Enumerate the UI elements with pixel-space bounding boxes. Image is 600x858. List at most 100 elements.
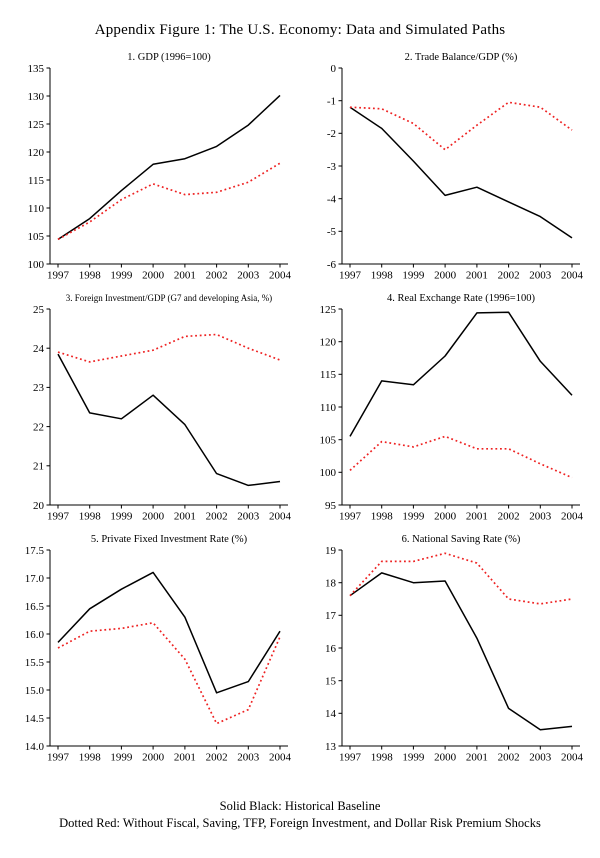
x-tick-label: 1999 (402, 752, 425, 764)
y-tick-label: 125 (320, 304, 337, 316)
x-tick-label: 2002 (206, 270, 228, 282)
x-tick-label: 1999 (402, 270, 425, 282)
y-tick-label: 130 (28, 91, 45, 103)
y-tick-label: -3 (327, 161, 337, 173)
y-tick-label: 100 (28, 259, 45, 271)
figure-title: Appendix Figure 1: The U.S. Economy: Dat… (94, 22, 506, 38)
x-tick-label: 2004 (561, 752, 584, 764)
x-tick-label: 2000 (142, 270, 165, 282)
baseline-line (57, 94, 281, 241)
x-tick-label: 1998 (79, 511, 102, 523)
counterfactual-line (349, 435, 573, 479)
x-tick-label: 1999 (110, 511, 133, 523)
y-tick-label: 15.5 (25, 657, 45, 669)
x-tick-label: 2002 (498, 270, 520, 282)
x-tick-label: 1998 (79, 752, 102, 764)
chart-title: 4. Real Exchange Rate (1996=100) (387, 293, 535, 304)
y-tick-label: 15 (325, 676, 337, 688)
y-tick-label: -6 (327, 259, 337, 271)
x-tick-label: 2000 (434, 270, 457, 282)
x-tick-label: 2003 (237, 270, 260, 282)
x-tick-label: 2000 (142, 511, 165, 523)
y-tick-label: 115 (320, 369, 337, 381)
counterfactual-line (57, 333, 281, 363)
legend-line-baseline: Solid Black: Historical Baseline (219, 799, 381, 813)
x-tick-label: 1999 (402, 511, 425, 523)
y-tick-label: 25 (33, 304, 45, 316)
y-tick-label: 23 (33, 382, 45, 394)
x-tick-label: 2003 (529, 752, 552, 764)
y-tick-label: 125 (28, 119, 45, 131)
x-tick-label: 2001 (466, 511, 488, 523)
y-tick-label: 16.0 (25, 629, 45, 641)
x-tick-label: 1998 (371, 752, 394, 764)
chart-title: 2. Trade Balance/GDP (%) (405, 52, 518, 63)
x-tick-label: 2004 (269, 752, 292, 764)
y-tick-label: 120 (320, 337, 337, 349)
y-tick-label: 18 (325, 578, 337, 590)
x-tick-label: 1997 (47, 270, 70, 282)
baseline-line (349, 106, 573, 239)
y-tick-label: 110 (28, 203, 45, 215)
x-tick-label: 2004 (269, 270, 292, 282)
chart-canvas: 5. Private Fixed Investment Rate (%) 14.0… (25, 534, 292, 764)
y-tick-label: 21 (33, 461, 44, 473)
x-tick-label: 1997 (47, 511, 70, 523)
chart-title: 5. Private Fixed Investment Rate (%) (91, 534, 248, 545)
baseline-line (349, 572, 573, 731)
y-tick-label: 100 (320, 467, 337, 479)
chart-panel-private-fixed-investment: 5. Private Fixed Investment Rate (%) 14.0… (8, 531, 300, 772)
chart-panel-national-saving: 6. National Saving Rate (%) 13 14 15 16 17 18 1… (300, 531, 592, 772)
x-tick-label: 2001 (466, 270, 488, 282)
chart-canvas: 6. National Saving Rate (%) 13 14 15 16 17 18 1… (325, 534, 584, 764)
baseline-line (57, 571, 281, 694)
x-tick-label: 2004 (561, 511, 584, 523)
x-tick-label: 2000 (434, 511, 457, 523)
x-tick-label: 2001 (174, 270, 196, 282)
y-tick-label: 24 (33, 343, 45, 355)
chart-panel-real-exchange-rate: 4. Real Exchange Rate (1996=100) 95 100 105… (300, 290, 592, 531)
x-tick-label: 1998 (371, 511, 394, 523)
y-tick-label: 105 (28, 231, 45, 243)
chart-panel-trade-balance: 2. Trade Balance/GDP (%) -6 -5 -4 -3 -2 -1 0 199… (300, 49, 592, 290)
counterfactual-line (349, 552, 573, 605)
x-tick-label: 1999 (110, 270, 133, 282)
baseline-line (349, 311, 573, 437)
y-tick-label: 14.5 (25, 713, 45, 725)
chart-title: 6. National Saving Rate (%) (402, 534, 521, 545)
x-tick-label: 2001 (466, 752, 488, 764)
chart-canvas: 1. GDP (1996=100) 100 105 110 115 120 125 130 13… (28, 52, 292, 282)
x-tick-label: 1998 (79, 270, 102, 282)
y-tick-label: 0 (331, 63, 337, 75)
x-tick-label: 1997 (47, 752, 70, 764)
y-tick-label: 17.5 (25, 545, 45, 557)
x-tick-label: 2004 (561, 270, 584, 282)
x-tick-label: 2000 (434, 752, 457, 764)
x-tick-label: 2003 (237, 752, 260, 764)
y-tick-label: 95 (325, 500, 337, 512)
x-tick-label: 2003 (529, 511, 552, 523)
x-tick-label: 2003 (237, 511, 260, 523)
x-tick-label: 1999 (110, 752, 133, 764)
charts-grid: 1. GDP (1996=100) 100 105 110 115 120 125 130 13… (0, 49, 600, 772)
chart-title: 1. GDP (1996=100) (127, 52, 211, 63)
y-tick-label: 14.0 (25, 741, 45, 753)
counterfactual-line (57, 162, 281, 241)
y-tick-label: 16.5 (25, 601, 45, 613)
chart-title: 3. Foreign Investment/GDP (G7 and develo… (66, 293, 272, 303)
y-tick-label: 20 (33, 500, 45, 512)
x-tick-label: 2002 (206, 752, 228, 764)
x-tick-label: 2004 (269, 511, 292, 523)
x-tick-label: 2002 (206, 511, 228, 523)
x-tick-label: 1997 (339, 270, 362, 282)
x-tick-label: 1997 (339, 511, 362, 523)
x-tick-label: 1998 (371, 270, 394, 282)
chart-panel-foreign-investment: 3. Foreign Investment/GDP (G7 and develo… (8, 290, 300, 531)
chart-canvas: 4. Real Exchange Rate (1996=100) 95 100 105… (320, 293, 584, 523)
legend-line-counterfactual: Dotted Red: Without Fiscal, Saving, TFP,… (59, 815, 541, 830)
y-tick-label: 105 (320, 435, 337, 447)
y-tick-label: 22 (33, 421, 44, 433)
x-tick-label: 2002 (498, 752, 520, 764)
x-tick-label: 2001 (174, 511, 196, 523)
